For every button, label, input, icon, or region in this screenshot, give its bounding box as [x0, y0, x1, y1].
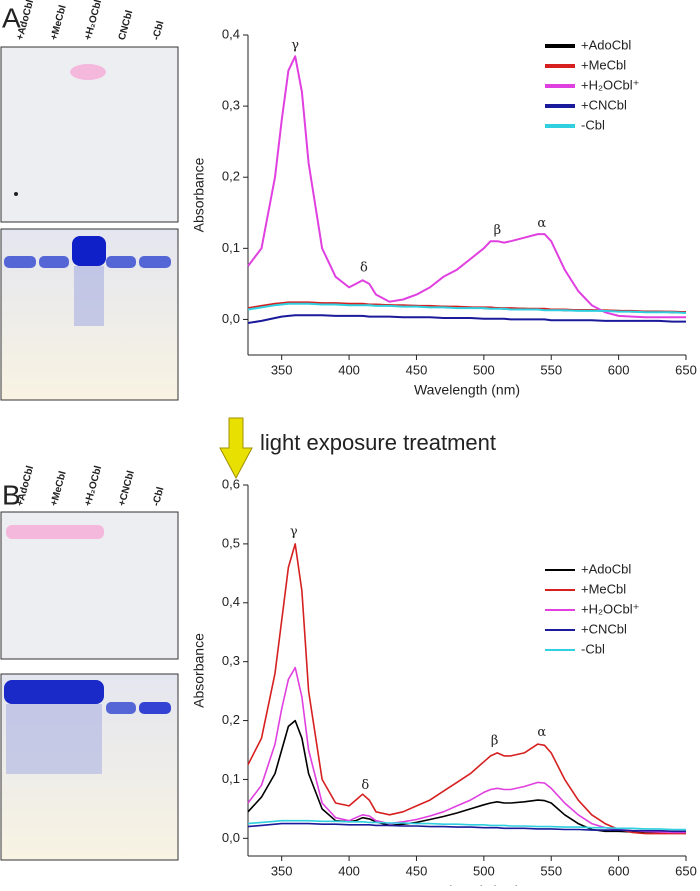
y-tick-label: 0,0 [222, 311, 240, 326]
x-tick-label: 550 [540, 362, 562, 377]
annotation: δ [361, 778, 369, 793]
legend-label: +CNCbl [581, 97, 627, 112]
lane-label: +CNCbl [117, 469, 137, 507]
series-line [247, 314, 686, 324]
x-tick-label: 400 [338, 362, 360, 377]
y-tick-label: 0,0 [222, 830, 240, 845]
panel-label: B [2, 479, 21, 510]
x-tick-label: 450 [406, 362, 428, 377]
annotation: α [537, 216, 546, 231]
x-tick-label: 650 [675, 863, 697, 878]
y-tick-label: 0,3 [222, 653, 240, 668]
annotation: β [491, 734, 499, 749]
x-tick-label: 400 [338, 863, 360, 878]
annotation: γ [290, 525, 298, 540]
lane-label: +H₂OCbl [83, 464, 104, 507]
legend-label: -Cbl [581, 117, 605, 132]
lane-label: +H₂OCbl [83, 0, 104, 41]
panel-label: A [2, 2, 21, 33]
y-tick-label: 0,1 [222, 771, 240, 786]
series-line [247, 822, 686, 833]
arrow [219, 417, 253, 480]
y-axis-label: Absorbance [191, 157, 207, 232]
band [106, 256, 136, 268]
series-line [247, 55, 686, 319]
band [106, 702, 136, 714]
legend-label: +MeCbl [581, 581, 626, 596]
annotation: δ [360, 261, 368, 276]
series-line [247, 666, 686, 834]
lane-label: +MeCbl [49, 4, 69, 42]
band [39, 256, 69, 268]
x-axis-label: Wavelength (nm) [414, 382, 520, 398]
band [72, 236, 106, 266]
x-tick-label: 600 [608, 863, 630, 878]
lane-label: +MeCbl [49, 470, 69, 508]
y-tick-label: 0,4 [222, 26, 240, 41]
band [70, 64, 106, 80]
x-tick-label: 350 [271, 362, 293, 377]
lane-label: -Cbl [151, 20, 167, 42]
y-tick-label: 0,3 [222, 98, 240, 113]
x-tick-label: 600 [608, 362, 630, 377]
x-tick-label: 350 [271, 863, 293, 878]
lane-label: CNCbl [117, 9, 136, 42]
series-line [247, 543, 686, 835]
y-tick-label: 0,4 [222, 594, 240, 609]
annotation: γ [291, 38, 299, 53]
y-tick-label: 0,2 [222, 169, 240, 184]
band [4, 256, 36, 268]
legend-label: -Cbl [581, 641, 605, 656]
band [139, 256, 171, 268]
y-tick-label: 0,5 [222, 535, 240, 550]
lane-label: -Cbl [151, 486, 167, 508]
band [139, 702, 171, 714]
legend-label: +CNCbl [581, 621, 627, 636]
series-line [247, 819, 686, 831]
gel [0, 46, 179, 223]
smear [74, 266, 104, 326]
annotation: α [537, 725, 546, 740]
y-tick-label: 0,6 [222, 476, 240, 491]
band [6, 525, 104, 539]
y-axis-label: Absorbance [191, 633, 207, 708]
x-tick-label: 650 [675, 362, 697, 377]
annotation: β [494, 223, 502, 238]
legend-label: +H₂OCbl⁺ [581, 601, 640, 616]
series-line [247, 302, 687, 314]
band [4, 680, 104, 704]
y-tick-label: 0,2 [222, 712, 240, 727]
legend-label: +MeCbl [581, 57, 626, 72]
legend-label: +H₂OCbl⁺ [581, 77, 640, 92]
x-tick-label: 450 [406, 863, 428, 878]
legend-label: +AdoCbl [581, 37, 631, 52]
x-tick-label: 550 [540, 863, 562, 878]
x-tick-label: 500 [473, 362, 495, 377]
y-tick-label: 0,1 [222, 240, 240, 255]
x-tick-label: 500 [473, 863, 495, 878]
smear [6, 704, 102, 774]
treatment-label: light exposure treatment [260, 430, 496, 455]
speck [14, 192, 18, 196]
legend-label: +AdoCbl [581, 561, 631, 576]
